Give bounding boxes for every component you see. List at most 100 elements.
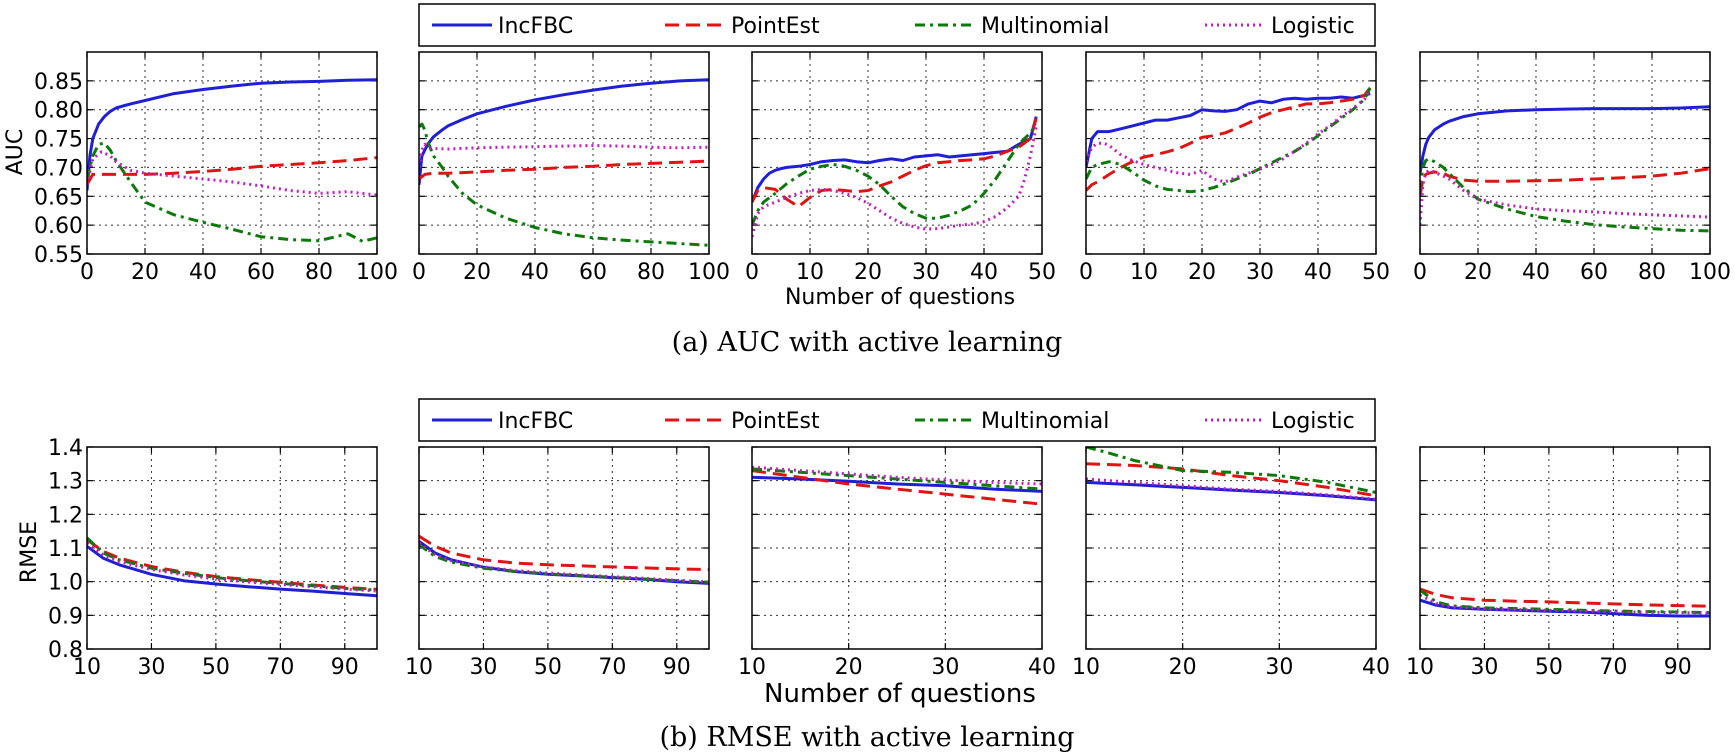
x-tick-label: 80 [305, 260, 333, 285]
x-tick-label: 50 [202, 655, 230, 680]
x-tick-label: 70 [266, 655, 294, 680]
x-tick-label: 100 [688, 260, 730, 285]
x-tick-label: 10 [1406, 655, 1434, 680]
rmse-panel-5: 10 30 50 70 90 [1406, 446, 1711, 680]
x-tick-label: 20 [131, 260, 159, 285]
x-tick-label: 50 [1028, 260, 1056, 285]
y-tick-label: 0.75 [34, 128, 83, 153]
legend-box [418, 398, 1376, 442]
y-tick-label: 0.60 [34, 214, 83, 239]
series-line-multinomial [1420, 588, 1710, 615]
x-tick-label: 0 [1079, 260, 1093, 285]
x-tick-label: 80 [637, 260, 665, 285]
series-line-pointest [1420, 587, 1710, 608]
rmse-y-axis-label: RMSE [17, 521, 42, 583]
caption-auc: (a) AUC with active learning [672, 327, 1063, 358]
x-tick-label: 40 [1522, 260, 1550, 285]
x-tick-label: 70 [598, 655, 626, 680]
y-tick-label: 1.1 [48, 537, 83, 562]
x-tick-label: 100 [356, 260, 398, 285]
x-tick-label: 0 [412, 260, 426, 285]
plot-area [1086, 52, 1376, 254]
x-tick-label: 10 [738, 655, 766, 680]
legend-label-incfbc: IncFBC [498, 14, 573, 39]
legend-label-incfbc: IncFBC [498, 409, 573, 434]
x-tick-label: 80 [1638, 260, 1666, 285]
x-tick-label: 90 [1664, 655, 1692, 680]
y-tick-label: 1.2 [48, 503, 83, 528]
y-tick-label: 1.0 [48, 571, 83, 596]
auc-panel-2: 0 20 40 60 80 100 [412, 51, 730, 285]
series-line-logistic [1420, 168, 1710, 226]
x-tick-label: 20 [1464, 260, 1492, 285]
x-tick-label: 50 [1535, 655, 1563, 680]
y-tick-label: 1.4 [48, 436, 83, 461]
rmse-panel-2: 10 30 50 70 90 [405, 446, 710, 680]
x-tick-label: 20 [1169, 655, 1197, 680]
panel-frame [751, 446, 1043, 650]
legend-label-pointest: PointEst [731, 409, 820, 434]
panel-frame [1419, 51, 1711, 255]
rmse-x-axis-label: Number of questions [764, 679, 1036, 709]
x-tick-label: 30 [1246, 260, 1274, 285]
x-tick-label: 40 [521, 260, 549, 285]
legend-label-multinomial: Multinomial [981, 409, 1109, 434]
series-line-multinomial [1086, 447, 1376, 494]
auc-y-axis-label: AUC [3, 129, 28, 176]
x-tick-label: 40 [189, 260, 217, 285]
series-line-incfbc [87, 545, 377, 598]
series-line-logistic [752, 465, 1042, 486]
x-tick-label: 50 [1362, 260, 1390, 285]
x-tick-label: 0 [80, 260, 94, 285]
series-line-logistic [1086, 88, 1372, 184]
plot-area [419, 52, 709, 254]
auc-x-axis-label: Number of questions [785, 285, 1015, 310]
x-tick-label: 30 [1470, 655, 1498, 680]
x-tick-label: 0 [745, 260, 759, 285]
series-line-multinomial [1086, 87, 1372, 194]
y-tick-label: 0.8 [48, 638, 83, 663]
panel-frame [418, 446, 710, 650]
plot-area [1420, 52, 1710, 254]
series-line-incfbc [1420, 598, 1710, 618]
y-tick-label: 0.9 [48, 604, 83, 629]
series-line-pointest [1420, 167, 1710, 197]
auc-panel-1: 0.55 0.60 0.65 0.70 0.75 0.80 0.85 0 20 40 60 80 100 [34, 51, 398, 285]
series-line-multinomial [87, 141, 377, 243]
series-line-multinomial [87, 536, 377, 592]
series-line-incfbc [87, 78, 377, 191]
x-tick-label: 100 [1689, 260, 1731, 285]
legend-label-multinomial: Multinomial [981, 14, 1109, 39]
y-tick-label: 0.65 [34, 185, 83, 210]
series-line-pointest [752, 469, 1042, 506]
series-line-incfbc [1420, 105, 1710, 174]
x-tick-label: 40 [1304, 260, 1332, 285]
x-tick-label: 50 [534, 655, 562, 680]
rmse-panel-3: 10 20 30 40 [738, 446, 1056, 680]
x-tick-label: 20 [835, 655, 863, 680]
panel-frame [1085, 446, 1377, 650]
x-tick-label: 40 [970, 260, 998, 285]
y-tick-label: 0.85 [34, 70, 83, 95]
series-line-incfbc [1086, 92, 1371, 168]
legend-box [418, 3, 1376, 47]
series-line-multinomial [752, 123, 1038, 226]
x-tick-label: 20 [463, 260, 491, 285]
series-line-logistic [419, 541, 709, 584]
series-line-pointest [419, 159, 709, 181]
panel-frame [418, 51, 710, 255]
panel-frame [1085, 51, 1377, 255]
series-line-pointest [87, 156, 377, 186]
series-line-logistic [87, 150, 377, 197]
rmse-panel-4: 10 20 30 40 [1072, 446, 1390, 680]
x-tick-label: 30 [931, 655, 959, 680]
y-tick-label: 1.3 [48, 470, 83, 495]
x-tick-label: 70 [1599, 655, 1627, 680]
y-tick-label: 0.70 [34, 156, 83, 181]
x-tick-label: 10 [1072, 655, 1100, 680]
panel-frame [86, 51, 378, 255]
series-line-logistic [419, 142, 709, 168]
y-tick-label: 0.55 [34, 243, 83, 268]
x-tick-label: 20 [1188, 260, 1216, 285]
